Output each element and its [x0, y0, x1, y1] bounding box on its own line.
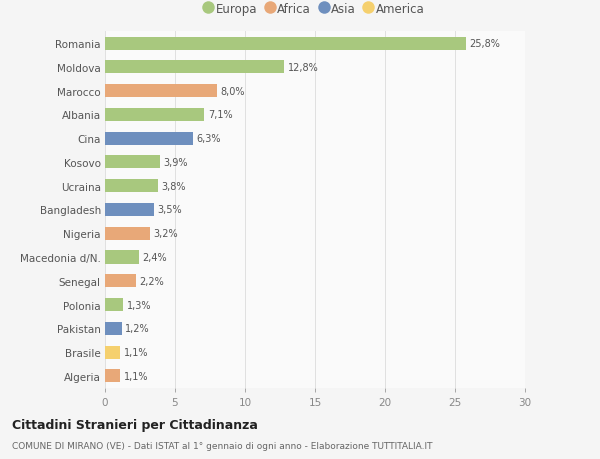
- Bar: [105, 180, 158, 193]
- Text: Cittadini Stranieri per Cittadinanza: Cittadini Stranieri per Cittadinanza: [12, 418, 258, 431]
- Text: 1,1%: 1,1%: [124, 347, 148, 357]
- Text: 8,0%: 8,0%: [221, 86, 245, 96]
- Bar: [105, 109, 205, 122]
- Bar: [105, 298, 123, 311]
- Text: 3,8%: 3,8%: [162, 181, 186, 191]
- Bar: [105, 61, 284, 74]
- Text: 12,8%: 12,8%: [288, 63, 319, 73]
- Text: 3,2%: 3,2%: [154, 229, 178, 239]
- Bar: [105, 132, 193, 146]
- Bar: [105, 227, 150, 240]
- Text: 7,1%: 7,1%: [208, 110, 233, 120]
- Legend: Europa, Africa, Asia, America: Europa, Africa, Asia, America: [202, 0, 428, 19]
- Text: 2,2%: 2,2%: [139, 276, 164, 286]
- Text: COMUNE DI MIRANO (VE) - Dati ISTAT al 1° gennaio di ogni anno - Elaborazione TUT: COMUNE DI MIRANO (VE) - Dati ISTAT al 1°…: [12, 441, 433, 450]
- Bar: [105, 251, 139, 264]
- Text: 1,1%: 1,1%: [124, 371, 148, 381]
- Bar: [105, 203, 154, 217]
- Bar: [105, 274, 136, 288]
- Text: 1,2%: 1,2%: [125, 324, 150, 334]
- Bar: [105, 38, 466, 50]
- Text: 2,4%: 2,4%: [142, 252, 167, 263]
- Bar: [105, 156, 160, 169]
- Bar: [105, 85, 217, 98]
- Text: 6,3%: 6,3%: [197, 134, 221, 144]
- Text: 3,9%: 3,9%: [163, 157, 188, 168]
- Text: 1,3%: 1,3%: [127, 300, 151, 310]
- Text: 3,5%: 3,5%: [157, 205, 182, 215]
- Bar: [105, 346, 121, 359]
- Bar: [105, 369, 121, 382]
- Text: 25,8%: 25,8%: [470, 39, 500, 49]
- Bar: [105, 322, 122, 335]
